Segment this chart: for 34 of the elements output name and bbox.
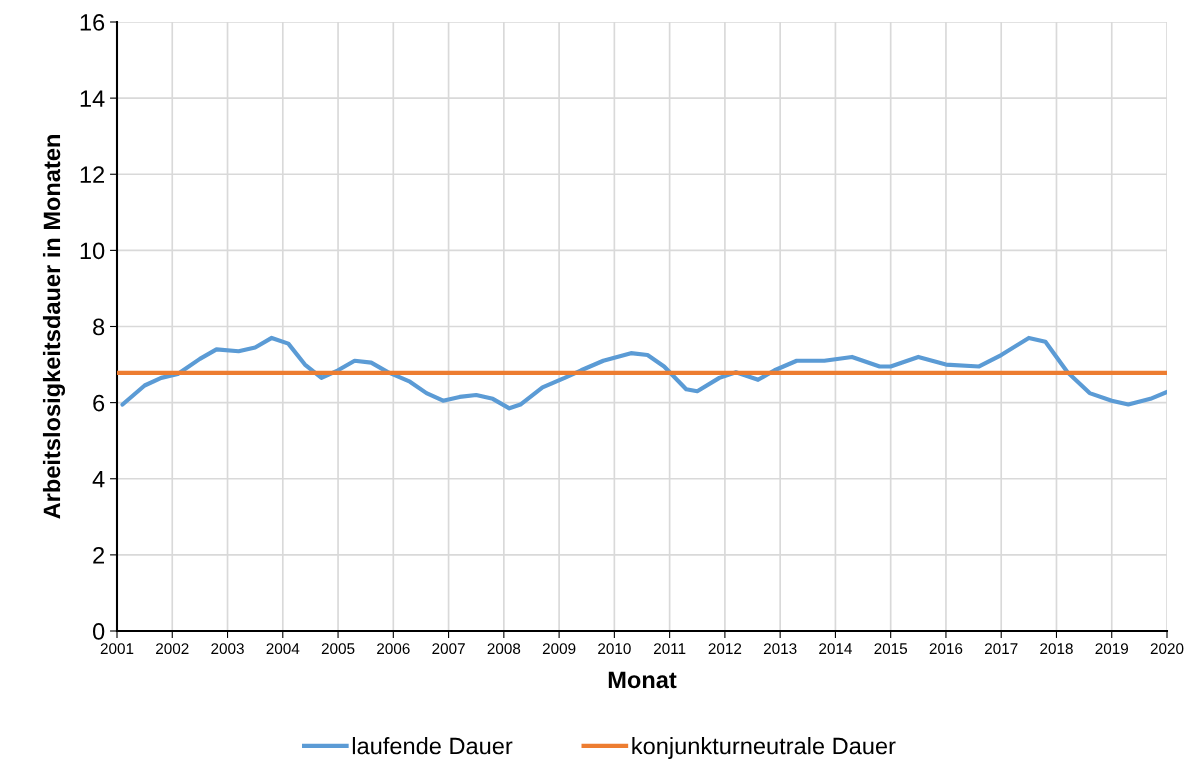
y-axis-title: Arbeitslosigkeitsdauer in Monaten bbox=[42, 135, 66, 519]
y-tick-label: 12 bbox=[80, 166, 105, 183]
x-tick-label: 2018 bbox=[1040, 643, 1073, 655]
y-tick-label: 10 bbox=[80, 242, 105, 260]
y-tick-label: 6 bbox=[93, 394, 105, 412]
y-tick-label: 0 bbox=[92, 623, 105, 640]
x-tick-label: 2004 bbox=[266, 643, 300, 655]
y-tick-label: 16 bbox=[80, 14, 105, 31]
x-tick-label: 2001 bbox=[100, 643, 134, 655]
x-tick-label: 2009 bbox=[542, 643, 576, 655]
x-tick-label: 2006 bbox=[377, 643, 410, 655]
x-tick-label: 2015 bbox=[874, 643, 908, 655]
x-tick-label: 2003 bbox=[211, 643, 244, 655]
x-tick-label: 2020 bbox=[1150, 643, 1184, 655]
line-series bbox=[120, 335, 1167, 411]
x-tick-label: 2007 bbox=[432, 643, 465, 655]
x-tick-label: 2008 bbox=[487, 643, 521, 655]
x-axis-title: Monat bbox=[608, 671, 677, 689]
y-tick-label: 4 bbox=[92, 471, 105, 488]
x-tick-label: 2014 bbox=[819, 643, 852, 655]
y-tick-label: 2 bbox=[93, 546, 105, 564]
legend-label: konjunkturneutrale Dauer bbox=[632, 736, 896, 760]
y-tick-label: 14 bbox=[80, 90, 105, 107]
legend-label: laufende Dauer bbox=[352, 736, 513, 755]
x-tick-label: 2017 bbox=[984, 643, 1018, 655]
y-tick-label: 8 bbox=[93, 318, 105, 336]
x-tick-label: 2005 bbox=[321, 643, 355, 655]
x-tick-label: 2012 bbox=[708, 643, 742, 655]
x-tick-label: 2019 bbox=[1095, 643, 1129, 655]
x-tick-label: 2002 bbox=[156, 643, 189, 655]
x-tick-label: 2013 bbox=[763, 643, 797, 655]
x-tick-label: 2010 bbox=[598, 643, 631, 655]
x-tick-label: 2011 bbox=[653, 643, 686, 655]
x-tick-label: 2016 bbox=[929, 643, 963, 655]
